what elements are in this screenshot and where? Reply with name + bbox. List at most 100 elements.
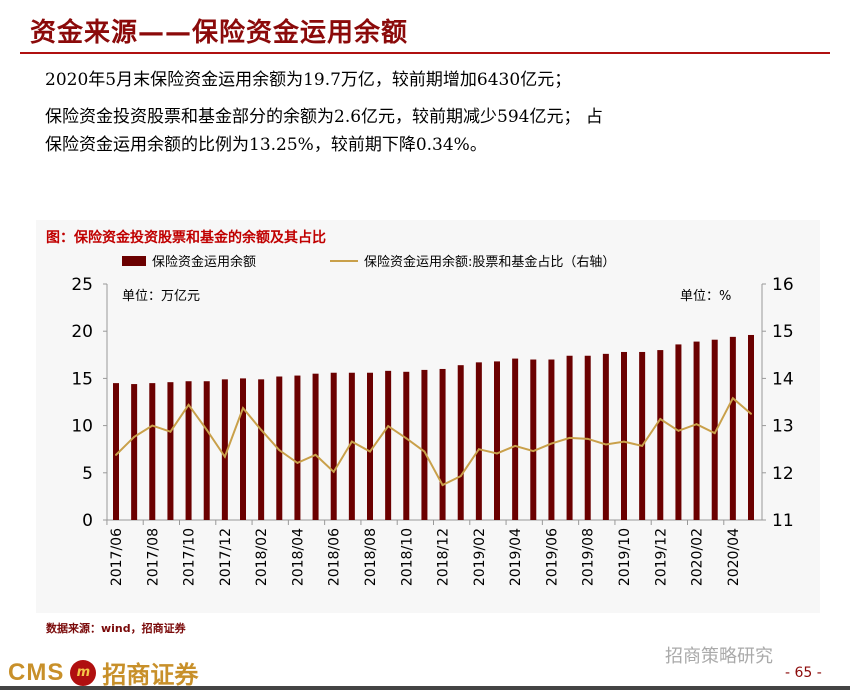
line-point — [205, 428, 208, 431]
bar — [548, 359, 555, 520]
x-tick-label: 2019/12 — [653, 528, 669, 586]
right-tick-label: 13 — [772, 417, 794, 437]
share-line — [115, 396, 752, 487]
bar — [294, 375, 301, 520]
line-point — [514, 444, 517, 447]
bar — [693, 341, 700, 520]
chart-title: 图：保险资金投资股票和基金的余额及其占比 — [46, 230, 326, 246]
bar — [602, 353, 609, 520]
x-tick-label: 2019/10 — [617, 528, 633, 586]
line-point — [278, 449, 281, 452]
right-tick-label: 11 — [772, 511, 794, 531]
page-number: - 65 - — [785, 665, 822, 681]
logo-company-name: 招商证券 — [102, 661, 199, 689]
left-tick-label: 10 — [71, 417, 93, 437]
line-point — [242, 407, 244, 410]
line-point — [187, 403, 190, 406]
bar — [403, 371, 410, 520]
left-tick-label: 20 — [71, 322, 93, 342]
bar — [621, 351, 627, 520]
bar — [439, 368, 446, 520]
line-point — [532, 450, 535, 453]
line-point — [223, 455, 226, 458]
left-tick-label: 15 — [71, 369, 93, 389]
bar — [385, 370, 392, 520]
bar — [639, 351, 646, 520]
bar — [657, 350, 664, 520]
bar — [113, 383, 119, 520]
right-tick-label: 15 — [772, 322, 794, 342]
x-tick-label: 2018/12 — [436, 528, 452, 586]
line-point — [586, 437, 589, 440]
bar — [711, 339, 718, 520]
line-point — [713, 432, 716, 435]
bar — [367, 372, 373, 520]
bar — [512, 358, 519, 520]
logo-cms: CMS — [8, 658, 65, 686]
bar — [221, 379, 228, 520]
bar — [312, 373, 319, 520]
data-source: 数据来源：wind，招商证券 — [46, 622, 186, 635]
summary-line-2: 保险资金投资股票和基金部分的余额为2.6亿元，较前期减少594亿元； 占 — [45, 107, 603, 127]
line-point — [441, 484, 444, 487]
bar — [185, 381, 192, 520]
line-point — [423, 450, 426, 453]
line-point — [695, 423, 698, 426]
x-tick-label: 2019/08 — [581, 528, 597, 586]
line-point — [332, 470, 335, 473]
line-point — [459, 475, 462, 478]
bar — [530, 359, 537, 520]
left-tick-label: 25 — [71, 275, 93, 295]
line-point — [405, 437, 408, 440]
x-tick-label: 2017/10 — [182, 528, 198, 586]
right-tick-label: 12 — [772, 464, 794, 484]
x-tick-label: 2018/02 — [254, 528, 270, 586]
left-tick-label: 5 — [82, 464, 93, 484]
chart-panel — [36, 220, 820, 613]
left-unit-label: 单位：万亿元 — [122, 289, 200, 304]
bar — [457, 365, 464, 520]
x-tick-label: 2020/04 — [726, 528, 742, 586]
line-point — [133, 435, 136, 438]
line-point — [604, 443, 607, 446]
bar — [203, 381, 210, 520]
summary-line-1: 2020年5月末保险资金运用余额为19.7万亿，较前期增加6430亿元； — [45, 70, 572, 90]
legend-bar-label: 保险资金运用余额 — [152, 254, 256, 270]
line-point — [151, 424, 154, 427]
logo-badge-icon: m — [70, 659, 97, 686]
line-point — [260, 428, 263, 431]
x-tick-label: 2017/06 — [109, 528, 125, 586]
line-point — [641, 444, 644, 447]
line-point — [659, 417, 662, 420]
x-tick-label: 2017/12 — [218, 528, 234, 586]
company-logo: CMS m 招商证券 — [8, 655, 198, 690]
x-tick-label: 2018/04 — [290, 528, 306, 586]
bar — [421, 369, 428, 520]
bar — [748, 334, 754, 520]
left-tick-label: 0 — [82, 511, 93, 531]
bar — [675, 344, 682, 520]
line-point — [677, 429, 680, 432]
x-tick-label: 2019/02 — [472, 528, 488, 586]
line-point — [496, 452, 498, 455]
right-unit-label: 单位：% — [680, 289, 731, 304]
x-tick-label: 2018/10 — [399, 528, 415, 586]
x-tick-label: 2018/06 — [327, 528, 343, 586]
line-point — [296, 461, 299, 464]
line-point — [477, 448, 480, 451]
bar — [475, 362, 482, 520]
right-tick-label: 14 — [772, 369, 794, 389]
right-tick-label: 16 — [772, 275, 794, 295]
line-point — [115, 453, 117, 456]
bar — [729, 336, 736, 520]
line-point — [731, 397, 734, 400]
bar — [240, 378, 246, 520]
line-point — [750, 412, 752, 415]
bar — [330, 372, 337, 520]
bar — [258, 379, 265, 520]
line-point — [387, 425, 390, 428]
line-point — [314, 453, 317, 456]
line-point — [623, 440, 625, 443]
bar — [348, 372, 355, 520]
